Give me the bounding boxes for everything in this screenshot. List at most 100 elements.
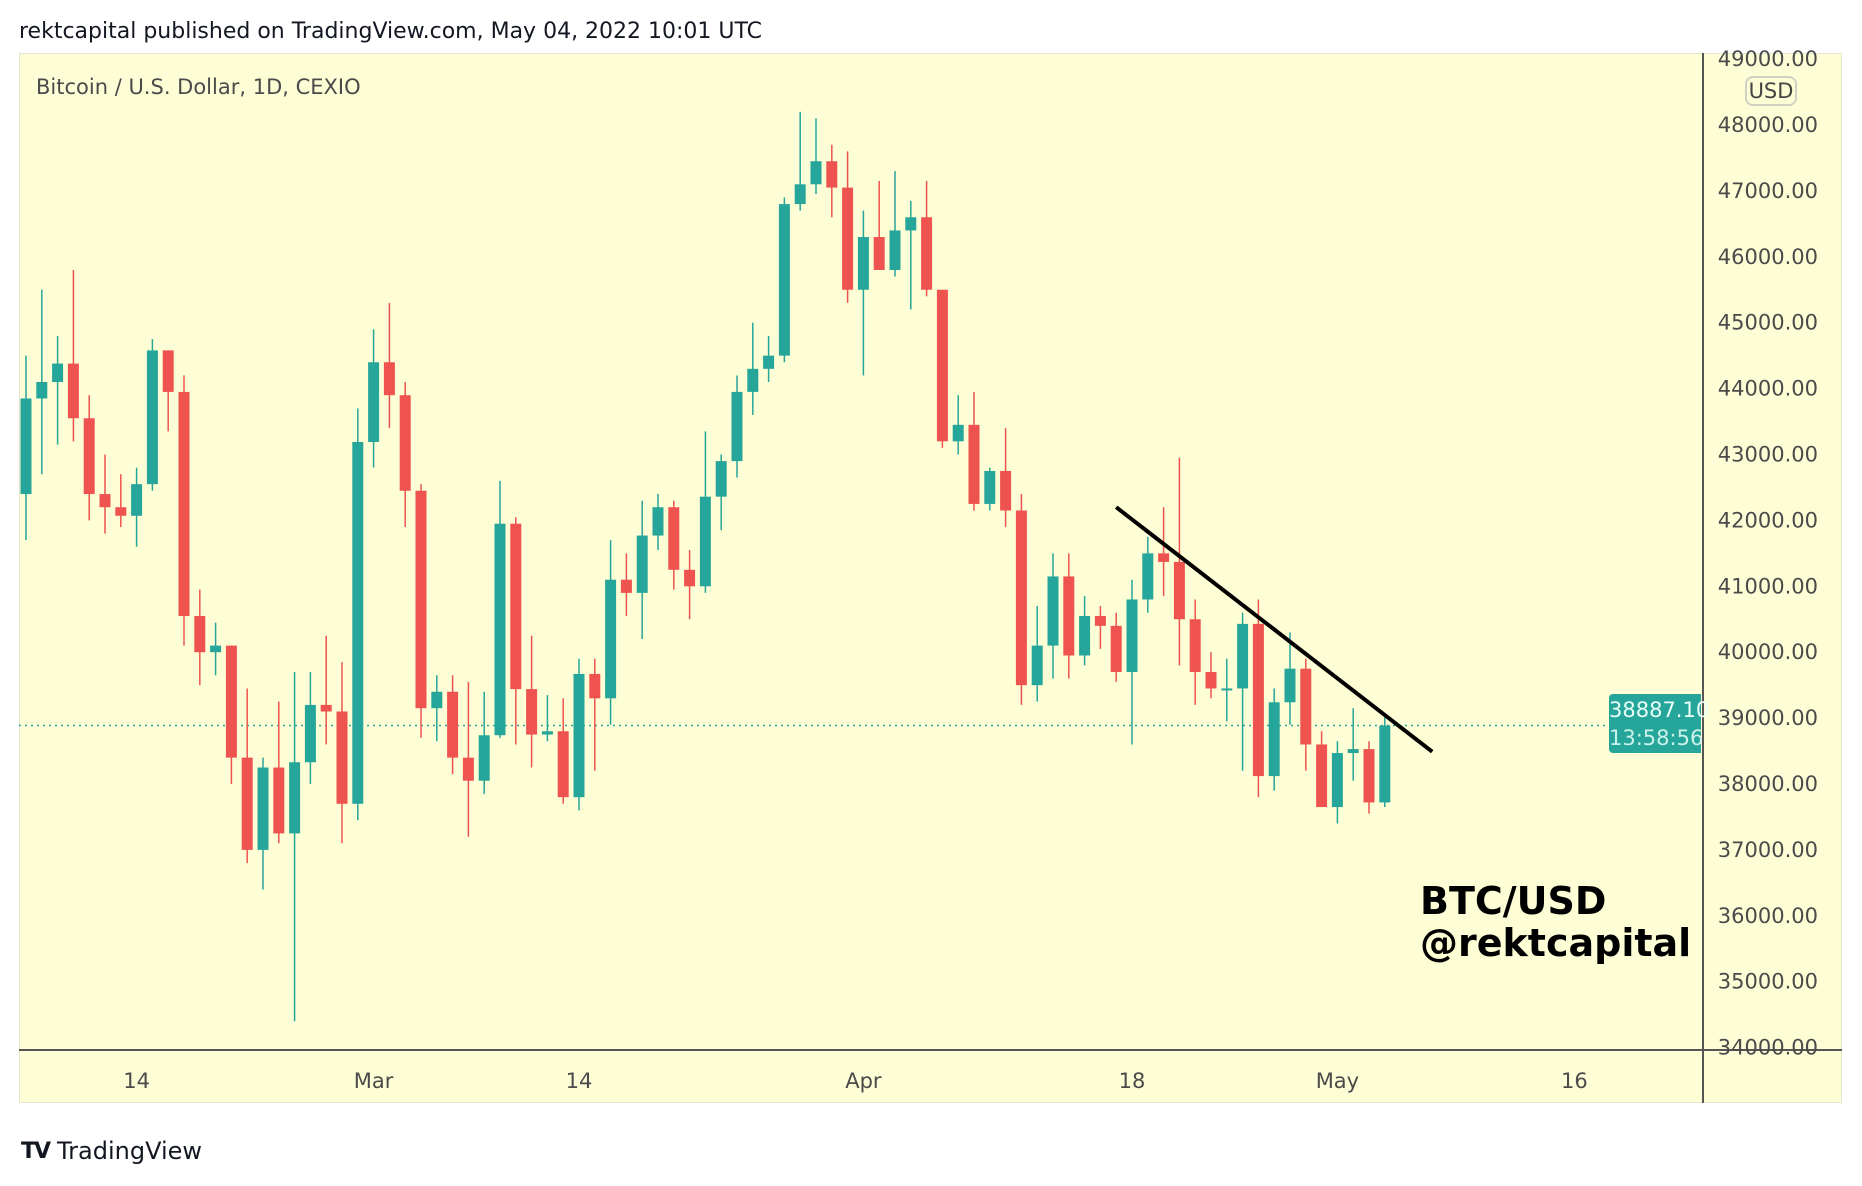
candle <box>652 494 664 551</box>
candle-body <box>1189 619 1201 672</box>
candle-body <box>1237 623 1249 689</box>
price-tick-label: 45000.00 <box>1718 311 1818 335</box>
candle-body <box>1158 553 1170 562</box>
candle <box>1268 688 1280 791</box>
last-price-value: 38887.10 <box>1609 698 1710 722</box>
candle <box>936 289 948 448</box>
candle-body <box>210 645 222 653</box>
price-tick-label: 35000.00 <box>1718 970 1818 994</box>
candle <box>684 550 696 620</box>
candle-body <box>605 579 617 699</box>
candle <box>541 695 553 742</box>
candle-body <box>447 691 459 758</box>
price-tick-label: 40000.00 <box>1718 640 1818 664</box>
candle-body <box>1110 625 1122 672</box>
candle <box>1316 731 1328 808</box>
candle <box>478 691 490 794</box>
price-tick-label: 42000.00 <box>1718 508 1818 532</box>
candle <box>415 484 427 738</box>
candle <box>526 635 538 768</box>
candle-body <box>763 355 775 369</box>
price-tick-label: 49000.00 <box>1718 47 1818 71</box>
candle-body <box>1173 561 1185 620</box>
candle <box>747 322 759 415</box>
candle <box>115 474 127 527</box>
price-tick-label: 37000.00 <box>1718 838 1818 862</box>
candle <box>1173 457 1185 666</box>
candle-body <box>225 645 237 758</box>
candle-body <box>905 217 917 231</box>
price-tick-label: 36000.00 <box>1718 904 1818 928</box>
candle-body <box>842 187 854 290</box>
candle-body <box>652 507 664 536</box>
candle <box>510 517 522 745</box>
candle-body <box>1347 749 1359 754</box>
candle-body <box>399 395 411 491</box>
candle-body <box>794 184 806 205</box>
candle <box>778 197 790 363</box>
candle <box>431 675 443 742</box>
candle <box>715 454 727 531</box>
trendline[interactable] <box>1114 505 1434 754</box>
candle-body <box>1252 623 1264 777</box>
candle-body <box>636 535 648 593</box>
candle <box>810 118 822 195</box>
price-tick-label: 48000.00 <box>1718 113 1818 137</box>
candle-body <box>889 230 901 270</box>
candle <box>1063 553 1075 679</box>
candle-body <box>573 673 585 798</box>
candle <box>1142 536 1154 613</box>
candle <box>1379 714 1391 808</box>
candle-body <box>731 391 743 462</box>
candle <box>494 480 506 738</box>
candle-body <box>1094 615 1106 626</box>
candle <box>241 688 253 864</box>
candle <box>589 658 601 771</box>
candle <box>826 144 838 218</box>
candle <box>636 500 648 640</box>
candle-body <box>478 735 490 781</box>
price-tick-label: 47000.00 <box>1718 179 1818 203</box>
candle <box>668 500 680 590</box>
candle <box>52 335 64 445</box>
candle-body <box>431 691 443 709</box>
currency-badge[interactable]: USD <box>1745 76 1797 106</box>
candle <box>399 382 411 527</box>
signature-pair: BTC/USD <box>1420 879 1607 923</box>
time-tick-label: 14 <box>123 1069 150 1093</box>
candle-body <box>257 767 269 850</box>
candle <box>368 329 380 468</box>
candle-body <box>1205 671 1217 689</box>
tradingview-brand: TradingView <box>57 1137 203 1165</box>
candle <box>383 302 395 429</box>
candle-body <box>557 731 569 798</box>
candle <box>1126 579 1138 745</box>
candle-body <box>1379 725 1391 803</box>
price-tick-label: 43000.00 <box>1718 443 1818 467</box>
candle <box>162 350 174 432</box>
candle <box>1237 612 1249 771</box>
candle <box>194 589 206 686</box>
candle-body <box>115 507 127 516</box>
price-tick-label: 39000.00 <box>1718 706 1818 730</box>
price-tick-label: 46000.00 <box>1718 245 1818 269</box>
candle <box>1205 652 1217 699</box>
candle-body <box>36 382 48 399</box>
candle <box>984 467 996 511</box>
candle-body <box>857 237 869 290</box>
candle <box>873 181 885 270</box>
candle <box>304 671 316 784</box>
candle-body <box>462 757 474 781</box>
candle-body <box>99 494 111 508</box>
candle-body <box>526 689 538 735</box>
candle <box>1331 741 1343 824</box>
candle <box>1284 632 1296 725</box>
candle-body <box>131 484 143 516</box>
signature-handle: @rektcapital <box>1420 921 1692 965</box>
candle <box>1047 553 1059 679</box>
candle-body <box>1031 645 1043 686</box>
tradingview-logo[interactable]: TV TradingView <box>21 1137 202 1165</box>
candle-body <box>715 461 727 497</box>
candle-body <box>1316 744 1328 808</box>
